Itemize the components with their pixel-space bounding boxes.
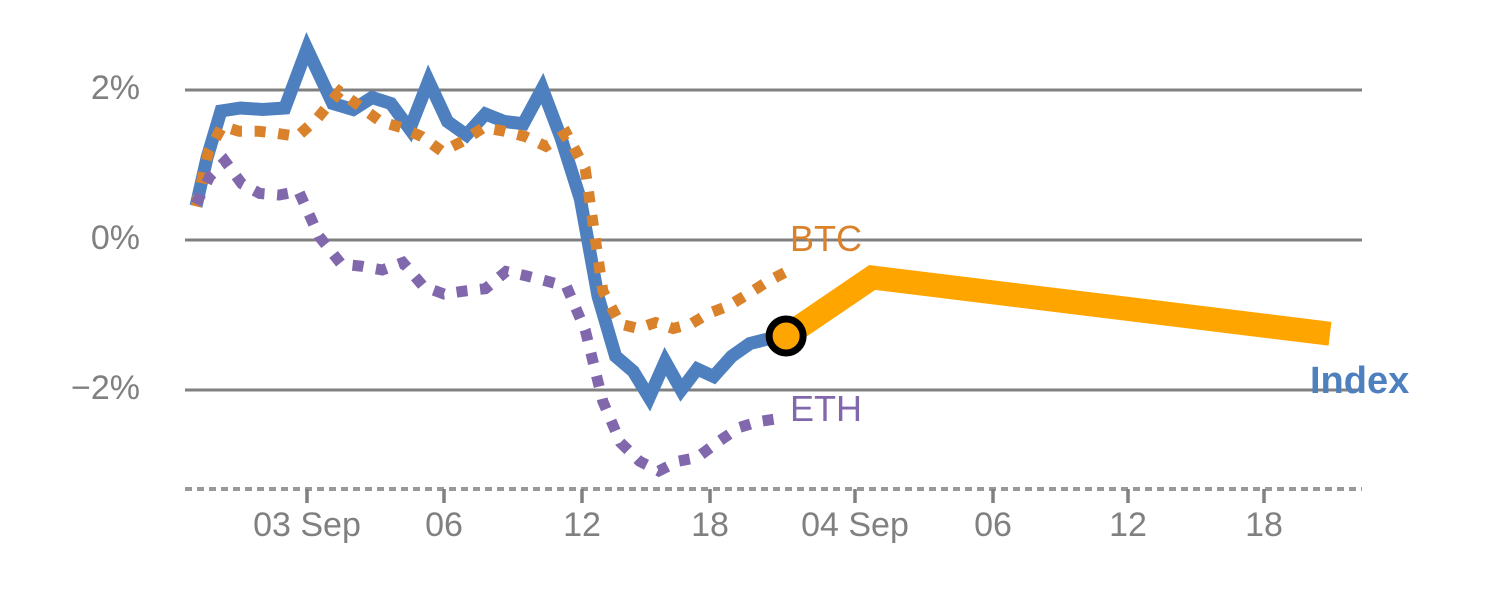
x-tick-label-03-sep: 03 Sep [253, 506, 361, 544]
x-tick-label-06-a: 06 [425, 506, 463, 544]
x-tick-label-12-a: 12 [563, 506, 601, 544]
y-tick-label-2pct: 2% [90, 69, 140, 107]
x-tick-label-06-b: 06 [974, 506, 1012, 544]
data-series-group [189, 32, 1332, 478]
x-axis-ticks [305, 489, 1266, 503]
x-tick-label-04-sep: 04 Sep [801, 506, 909, 544]
y-tick-label-0pct: 0% [90, 219, 140, 257]
series-label-btc: BTC [790, 218, 862, 259]
series-line-forecast [779, 265, 1332, 346]
y-tick-label-neg2pct: −2% [71, 369, 140, 407]
series-line-eth [191, 152, 780, 478]
current-point-marker[interactable] [765, 315, 807, 357]
series-label-index: Index [1310, 360, 1410, 402]
series-label-eth: ETH [790, 388, 862, 429]
series-line-index [189, 32, 788, 412]
x-tick-label-18-b: 18 [1245, 506, 1283, 544]
chart-markers [765, 315, 807, 357]
gridlines [185, 88, 1362, 392]
series-line-btc [190, 84, 793, 335]
x-tick-label-18-a: 18 [691, 506, 729, 544]
x-tick-label-12-b: 12 [1109, 506, 1147, 544]
